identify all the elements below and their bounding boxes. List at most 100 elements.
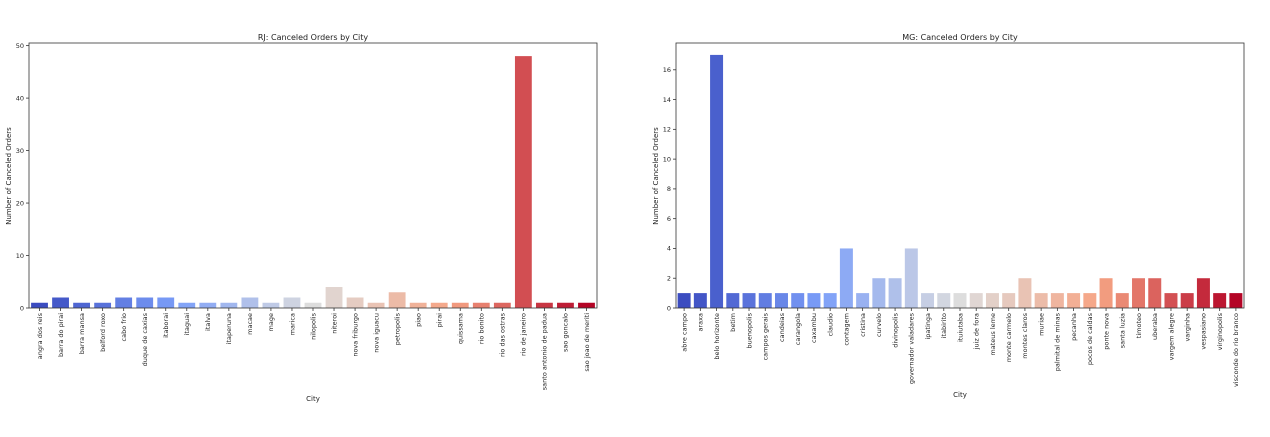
mg-y-tick-label: 14 <box>663 96 671 104</box>
rj-bar <box>241 297 259 308</box>
mg-x-tick-label: mateus leme <box>989 313 997 356</box>
rj-x-tick-label: sao joao de meriti <box>583 313 591 372</box>
mg-bar <box>839 248 853 308</box>
rj-bar <box>220 302 238 308</box>
mg-bar <box>677 293 691 308</box>
rj-x-tick-label: rio das ostras <box>499 312 507 357</box>
rj-plot-area: 0 10 20 30 40 50 angra dos reis barra do pirai b… <box>16 42 595 390</box>
rj-bar <box>178 302 196 308</box>
rj-x-tick-label: rio bonito <box>478 313 486 344</box>
mg-x-tick-label: araxa <box>697 313 705 331</box>
mg-y-tick-label: 12 <box>663 126 671 134</box>
mg-bar <box>1115 293 1129 308</box>
rj-bar <box>557 302 574 308</box>
rj-bar <box>346 297 364 308</box>
rj-x-tick-label: itaperuna <box>225 313 233 344</box>
rj-x-tick-label: mage <box>267 313 275 331</box>
mg-bar <box>710 54 724 308</box>
rj-bar <box>73 302 91 308</box>
rj-y-tick-label: 10 <box>16 252 24 260</box>
rj-x-tick-label: piao <box>414 313 422 327</box>
rj-x-tick-label: marica <box>288 313 296 335</box>
rj-x-tick-label: barra mansa <box>78 313 86 354</box>
mg-bar <box>1067 293 1081 308</box>
mg-plot-area: 0 2 4 6 8 10 12 14 16 abre campo araxa belo horizon… <box>663 54 1243 387</box>
mg-bar <box>969 293 983 308</box>
rj-axes-frame <box>28 42 598 309</box>
rj-bar <box>94 302 112 308</box>
mg-x-tick-label: curvelo <box>875 313 883 337</box>
mg-bar <box>1148 278 1162 308</box>
mg-bar <box>1050 293 1064 308</box>
mg-x-tick-label: santa luzia <box>1119 313 1127 348</box>
mg-bar <box>1180 293 1194 308</box>
rj-y-tick-label: 20 <box>16 199 24 207</box>
rj-bar <box>157 297 175 308</box>
mg-y-tick-label: 8 <box>667 185 671 193</box>
mg-bar <box>1034 293 1048 308</box>
mg-bar <box>774 293 788 308</box>
rj-x-tick-label: itaguai <box>183 313 191 336</box>
mg-x-tick-label: vespasiano <box>1200 313 1208 350</box>
mg-x-tick-label: muriae <box>1037 313 1045 336</box>
rj-bar <box>409 302 427 308</box>
mg-x-tick-label: pecanha <box>1070 313 1078 341</box>
mg-bar <box>985 293 999 308</box>
mg-x-tick-label: buenopolis <box>745 312 753 348</box>
rj-x-tick-label: duque de caxias <box>141 312 149 366</box>
mg-x-tick-label: ituiutaba <box>956 313 964 342</box>
mg-x-tick-label: timoteo <box>1135 313 1143 338</box>
mg-bar <box>791 293 805 308</box>
mg-x-tick-label: visconde do rio branco <box>1232 313 1240 387</box>
rj-x-tick-label: nova iguacu <box>372 313 380 353</box>
rj-chart-title: RJ: Canceled Orders by City <box>258 33 369 42</box>
rj-x-tick-label: quissama <box>457 313 465 344</box>
mg-x-tick-label: cristina <box>859 313 867 337</box>
mg-x-tick-label: ponte nova <box>1102 313 1110 350</box>
rj-x-tick-label: petropolis <box>393 312 401 345</box>
rj-bar <box>199 302 217 308</box>
rj-y-tick-label: 0 <box>20 304 24 312</box>
mg-x-tick-label: divinopolis <box>891 312 899 347</box>
rj-x-tick-label: rio de janeiro <box>520 313 528 356</box>
rj-bar <box>283 297 301 308</box>
mg-bar <box>1196 278 1210 308</box>
mg-x-tick-label: candeias <box>778 312 786 342</box>
mg-bar <box>807 293 821 308</box>
rj-x-tick-label: angra dos reis <box>36 312 44 359</box>
mg-y-axis-label: Number of Canceled Orders <box>652 127 660 225</box>
rj-x-tick-label: itaborai <box>162 313 170 338</box>
mg-x-tick-label: governador valadares <box>908 312 916 384</box>
rj-x-axis-label: City <box>306 395 320 403</box>
mg-x-tick-label: uberaba <box>1151 313 1159 340</box>
rj-x-tick-label: macae <box>246 313 254 335</box>
mg-x-tick-label: campos gerais <box>762 312 770 360</box>
mg-y-tick-label: 0 <box>667 304 671 312</box>
rj-x-tick-label: cabo frio <box>120 313 128 341</box>
mg-x-tick-label: monte carmelo <box>1005 313 1013 362</box>
rj-bar <box>514 56 532 309</box>
rj-x-tick-label: nilopolis <box>309 312 317 339</box>
mg-x-tick-label: claudio <box>826 313 834 336</box>
mg-x-tick-label: palmital de minas <box>1054 312 1062 371</box>
rj-bar <box>472 302 490 308</box>
mg-x-axis-label: City <box>953 391 967 399</box>
rj-x-tick-label: niteroi <box>330 313 338 334</box>
mg-x-tick-label: pocos de caldas <box>1086 312 1094 365</box>
rj-x-tick-label: nova friburgo <box>351 313 359 357</box>
mg-bar <box>1002 293 1016 308</box>
mg-bar <box>1164 293 1178 308</box>
mg-bar <box>1213 293 1227 308</box>
rj-bar <box>304 302 322 308</box>
rj-bar <box>430 302 448 308</box>
mg-x-tick-label: ipatinga <box>924 313 932 340</box>
rj-chart: RJ: Canceled Orders by City Number of Ca… <box>5 33 598 403</box>
mg-y-tick-label: 10 <box>663 155 671 163</box>
mg-x-tick-label: itabirito <box>940 313 948 338</box>
mg-bar <box>856 293 870 308</box>
mg-axes-frame <box>675 42 1245 309</box>
rj-x-tick-label: santo antonio de padua <box>541 313 549 390</box>
mg-y-tick-label: 6 <box>667 215 671 223</box>
rj-bar <box>493 302 511 308</box>
